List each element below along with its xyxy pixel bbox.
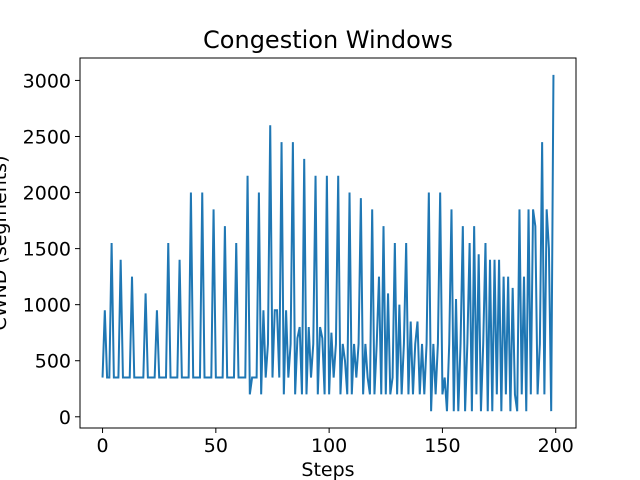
x-tick-label: 150: [424, 435, 460, 457]
plot-frame: [79, 57, 577, 429]
y-axis-label: CWND (segments): [0, 156, 11, 331]
y-tick-label: 1000: [23, 295, 71, 317]
y-tick-label: 2500: [23, 126, 71, 148]
y-tick-label: 0: [59, 407, 71, 429]
x-tick-label: 50: [204, 435, 228, 457]
x-tick-label: 0: [96, 435, 108, 457]
x-tick-label: 100: [311, 435, 347, 457]
y-tick-label: 1500: [23, 239, 71, 261]
chart-title: Congestion Windows: [203, 26, 453, 54]
y-tick-label: 3000: [23, 70, 71, 92]
data-line: [101, 74, 555, 412]
y-tick-label: 2000: [23, 183, 71, 205]
x-axis-label: Steps: [301, 459, 354, 480]
y-tick-label: 500: [35, 351, 71, 373]
x-tick-label: 200: [538, 435, 574, 457]
